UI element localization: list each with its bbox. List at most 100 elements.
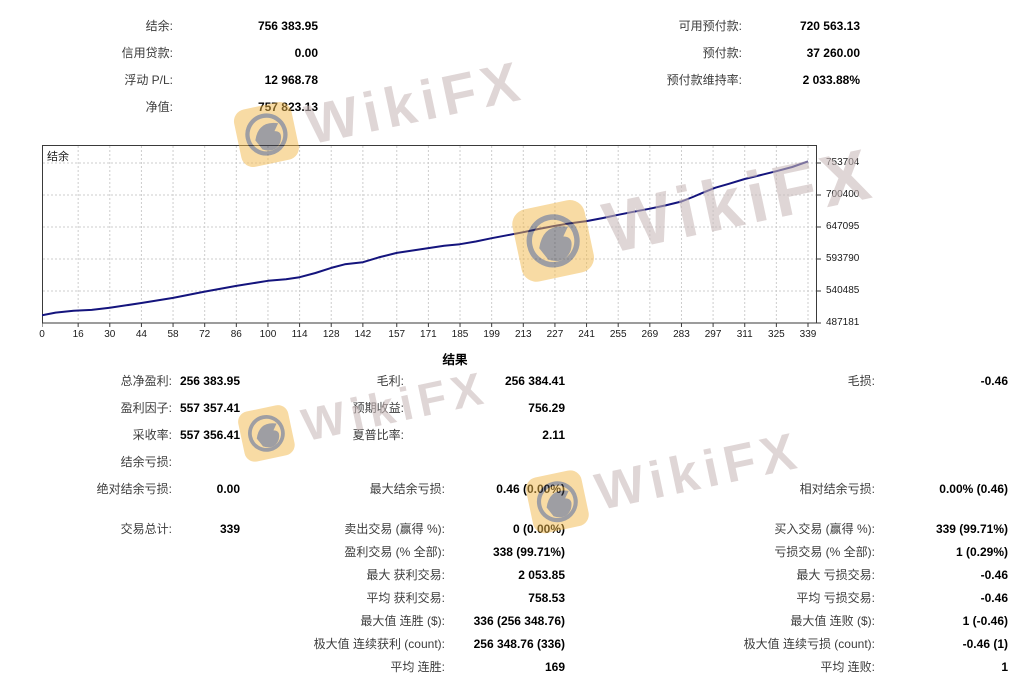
- average-profit-trade-label: 平均 获利交易:: [366, 591, 445, 605]
- loss-trades-value: 1 (0.29%): [955, 545, 1008, 559]
- credit-value: 0.00: [294, 46, 318, 60]
- x-tick-label: 72: [199, 329, 211, 340]
- x-tick-label: 339: [799, 329, 817, 340]
- total-trades-value: 339: [219, 522, 240, 536]
- x-tick-label: 185: [451, 329, 469, 340]
- balance-curve: [42, 145, 821, 327]
- profit-trades-label: 盈利交易 (% 全部):: [344, 545, 445, 559]
- total-trades-label: 交易总计:: [120, 522, 172, 536]
- x-tick-label: 128: [322, 329, 340, 340]
- avg-consecutive-wins-label: 平均 连胜:: [390, 660, 445, 674]
- results-title: 结果: [442, 353, 468, 367]
- x-tick-label: 16: [72, 329, 84, 340]
- loss-trades-label: 亏损交易 (% 全部):: [774, 545, 875, 559]
- watermark-text: WikiFX: [299, 48, 531, 157]
- sharpe-ratio-label: 夏普比率:: [352, 428, 404, 442]
- margin-label: 预付款:: [702, 46, 742, 60]
- gross-profit-label: 毛利:: [376, 374, 404, 388]
- total-net-profit-label: 总净盈利:: [120, 374, 172, 388]
- x-tick-label: 142: [354, 329, 372, 340]
- gross-loss-label: 毛损:: [847, 374, 875, 388]
- y-tick-label: 593790: [826, 253, 860, 264]
- watermark-text: WikiFX: [590, 421, 807, 522]
- x-tick-label: 58: [167, 329, 179, 340]
- max-consecutive-loss-label: 极大值 连续亏损 (count):: [743, 637, 875, 651]
- y-tick-label: 647095: [826, 220, 860, 232]
- profit-trades-value: 338 (99.71%): [492, 545, 565, 559]
- y-tick-label: 540485: [826, 285, 860, 296]
- max-consecutive-wins-value: 336 (256 348.76): [473, 614, 565, 628]
- floating-pl-value: 12 968.78: [264, 73, 318, 87]
- max-consecutive-losses-value: 1 (-0.46): [962, 614, 1008, 628]
- credit-label: 信用贷款:: [121, 46, 173, 60]
- free-margin-label: 可用预付款:: [678, 19, 742, 33]
- x-tick-label: 100: [259, 329, 277, 340]
- max-consecutive-profit-label: 极大值 连续获利 (count):: [313, 637, 445, 651]
- avg-consecutive-losses-value: 1: [1001, 660, 1008, 674]
- x-tick-label: 171: [420, 329, 437, 340]
- balance-label: 结余:: [145, 19, 173, 33]
- x-tick-label: 311: [736, 329, 753, 340]
- equity-value: 757 823.13: [257, 100, 318, 114]
- x-tick-label: 283: [673, 329, 690, 340]
- largest-profit-trade-label: 最大 获利交易:: [366, 568, 445, 582]
- chart-series-name: 结余: [47, 151, 69, 163]
- long-trades-value: 339 (99.71%): [935, 522, 1008, 536]
- x-tick-label: 227: [546, 329, 564, 340]
- y-tick-label: 700400: [826, 188, 860, 200]
- recovery-factor-label: 采收率:: [132, 428, 172, 442]
- relative-drawdown-label: 相对结余亏损:: [799, 482, 875, 496]
- largest-loss-trade-value: -0.46: [980, 568, 1008, 582]
- margin-value: 37 260.00: [806, 46, 860, 60]
- x-tick-label: 241: [578, 329, 595, 340]
- avg-consecutive-losses-label: 平均 连败:: [820, 660, 875, 674]
- abs-drawdown-label: 绝对结余亏损:: [96, 482, 172, 496]
- largest-profit-trade-value: 2 053.85: [518, 568, 565, 582]
- short-trades-value: 0 (0.00%): [512, 522, 565, 536]
- x-tick-label: 114: [291, 329, 308, 340]
- sharpe-ratio-value: 2.11: [542, 428, 565, 442]
- max-drawdown-label: 最大结余亏损:: [369, 482, 445, 496]
- total-net-profit-value: 256 383.95: [179, 374, 240, 388]
- equity-label: 净值:: [145, 100, 173, 114]
- gross-profit-value: 256 384.41: [504, 374, 565, 388]
- x-tick-label: 44: [135, 329, 147, 340]
- max-consecutive-profit-value: 256 348.76 (336): [473, 637, 565, 651]
- max-drawdown-value: 0.46 (0.00%): [496, 482, 565, 496]
- balance-chart: 结余 0 16 30 44 58 72 86 100 114 128 142 157 171 185 199…: [39, 145, 942, 355]
- floating-pl-label: 浮动 P/L:: [124, 73, 173, 87]
- x-tick-label: 255: [609, 329, 627, 340]
- average-loss-trade-value: -0.46: [980, 591, 1008, 605]
- balance-value: 756 383.95: [257, 19, 318, 33]
- x-tick-label: 199: [483, 329, 500, 340]
- x-tick-label: 213: [514, 329, 532, 340]
- avg-consecutive-wins-value: 169: [544, 660, 565, 674]
- abs-drawdown-value: 0.00: [216, 482, 240, 496]
- relative-drawdown-value: 0.00% (0.46): [939, 482, 1008, 496]
- long-trades-label: 买入交易 (赢得 %):: [774, 522, 875, 536]
- expected-payoff-label: 预期收益:: [352, 401, 404, 415]
- average-profit-trade-value: 758.53: [528, 591, 565, 605]
- expected-payoff-value: 756.29: [528, 401, 565, 415]
- average-loss-trade-label: 平均 亏损交易:: [796, 591, 875, 605]
- x-tick-label: 30: [104, 329, 116, 340]
- recovery-factor-value: 557 356.41: [179, 428, 240, 442]
- max-consecutive-loss-value: -0.46 (1): [962, 637, 1008, 651]
- short-trades-label: 卖出交易 (赢得 %):: [344, 522, 445, 536]
- x-tick-label: 0: [39, 329, 45, 340]
- margin-level-value: 2 033.88%: [802, 73, 860, 87]
- largest-loss-trade-label: 最大 亏损交易:: [796, 568, 875, 582]
- profit-factor-value: 557 357.41: [179, 401, 240, 415]
- max-consecutive-wins-label: 最大值 连胜 ($):: [360, 614, 445, 628]
- gross-loss-value: -0.46: [980, 374, 1008, 388]
- y-tick-label: 487181: [826, 317, 860, 328]
- x-tick-label: 157: [388, 329, 406, 340]
- free-margin-value: 720 563.13: [799, 19, 860, 33]
- x-tick-label: 269: [641, 329, 659, 340]
- profit-factor-label: 盈利因子:: [120, 401, 172, 415]
- x-tick-label: 325: [768, 329, 785, 340]
- max-consecutive-losses-label: 最大值 连败 ($):: [790, 614, 875, 628]
- balance-drawdown-label: 结余亏损:: [120, 455, 172, 469]
- margin-level-label: 预付款维持率:: [666, 73, 742, 87]
